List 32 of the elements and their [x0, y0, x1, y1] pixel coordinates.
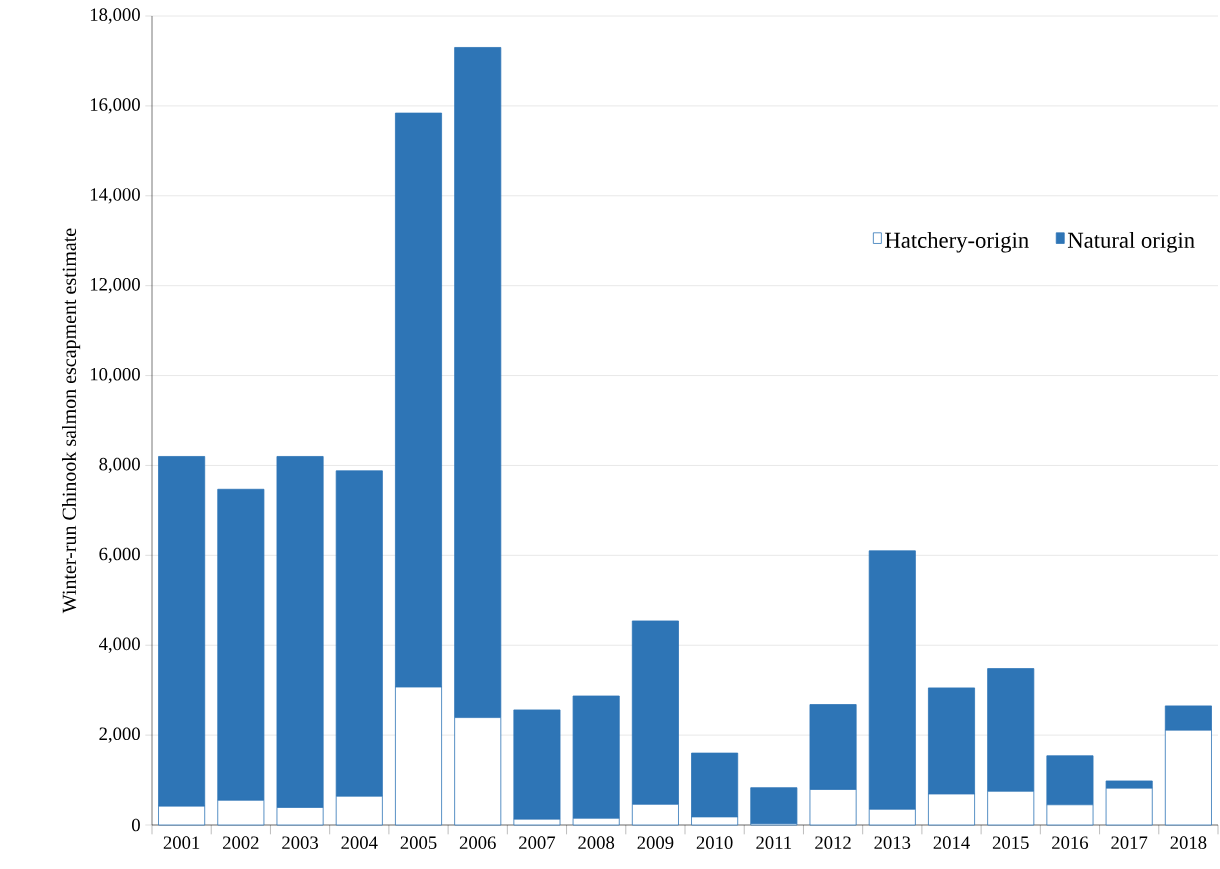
x-tick-label: 2016: [1052, 836, 1089, 849]
x-tick-label: 2001: [163, 836, 200, 849]
x-tick-label: 2014: [933, 836, 970, 849]
x-tick-label: 2017: [1111, 836, 1148, 849]
y-tick-label: 10,000: [90, 367, 140, 384]
x-tick-label: 2006: [459, 836, 496, 849]
x-tick-label: 2013: [874, 836, 911, 849]
y-axis-title: Winter-run Chinook salmon escapment estimate: [62, 228, 81, 614]
legend-label: Hatchery-origin: [885, 231, 1029, 253]
x-tick-label: 2002: [222, 836, 259, 849]
x-tick-label: 2009: [637, 836, 674, 849]
y-tick-label: 14,000: [90, 188, 140, 204]
y-tick-label: 6,000: [99, 547, 140, 563]
x-tick-label: 2011: [756, 836, 792, 849]
x-tick-label: 2012: [815, 836, 851, 849]
y-tick-label: 0: [132, 818, 140, 832]
y-tick-label: 2,000: [99, 727, 140, 743]
x-tick-label: 2018: [1170, 836, 1207, 849]
x-tick-label: 2008: [578, 836, 615, 849]
bar: [750, 787, 798, 825]
x-tick-label: 2003: [282, 836, 319, 849]
y-tick-label: 16,000: [90, 98, 140, 114]
x-tick-label: 2015: [992, 836, 1029, 849]
y-tick-label: 12,000: [90, 278, 140, 294]
x-tick-label: 2004: [341, 836, 378, 849]
y-tick-label: 4,000: [98, 637, 140, 653]
legend-label: Natural origin: [1067, 231, 1195, 253]
y-tick-label: 18,000: [90, 8, 140, 24]
x-tick-label: 2007: [519, 836, 556, 849]
y-tick-label: 8,000: [99, 457, 140, 474]
x-tick-label: 2010: [696, 836, 733, 849]
x-tick-label: 2005: [400, 836, 437, 849]
